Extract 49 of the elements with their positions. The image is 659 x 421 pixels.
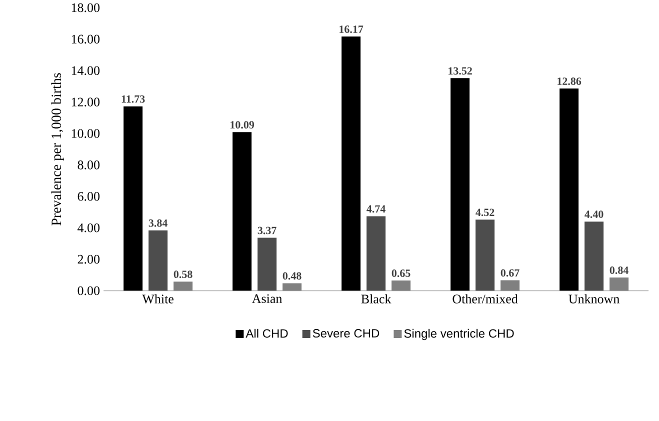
legend-label: Single ventricle CHD	[404, 328, 514, 340]
bar	[610, 277, 629, 291]
y-tick-label: 0.00	[78, 286, 100, 296]
y-tick-label: 10.00	[72, 129, 100, 138]
bar	[392, 280, 411, 291]
y-tick-label: 8.00	[78, 160, 100, 170]
bar	[500, 280, 520, 291]
bar	[232, 132, 252, 291]
y-tick-label: 18.00	[72, 3, 100, 12]
data-label: 13.52	[448, 67, 472, 75]
bar	[476, 220, 495, 291]
data-label: 4.40	[584, 210, 604, 218]
y-tick-label: 16.00	[72, 34, 100, 44]
y-tick-label: 14.00	[72, 66, 100, 75]
bar	[258, 238, 277, 291]
legend-label: Severe CHD	[312, 328, 380, 338]
y-tick-label: 6.00	[78, 192, 100, 201]
bar	[450, 78, 470, 291]
data-label: 0.65	[392, 269, 410, 277]
x-tick-label: Black	[361, 294, 392, 304]
x-tick-label: Asian	[252, 294, 282, 303]
data-label: 3.37	[258, 226, 276, 234]
data-label: 0.67	[500, 269, 520, 277]
y-axis-title: Prevalence per 1,000 births	[51, 73, 64, 226]
bar	[366, 216, 386, 291]
data-label: 16.17	[340, 25, 364, 33]
data-label: 0.58	[174, 270, 192, 278]
x-tick-label: White	[142, 294, 174, 304]
bar	[584, 221, 604, 291]
data-label: 10.09	[230, 121, 254, 128]
bar	[282, 283, 302, 291]
bar	[342, 36, 361, 291]
data-label: 4.52	[476, 208, 494, 216]
data-label: 12.86	[558, 77, 582, 85]
data-label: 4.74	[366, 205, 386, 213]
bar	[560, 88, 579, 291]
x-tick-label: Unknown	[568, 294, 620, 304]
y-tick-label: 12.00	[72, 98, 100, 106]
data-label: 0.84	[610, 266, 628, 274]
data-label: 3.84	[148, 219, 168, 227]
data-label: 11.73	[122, 95, 145, 103]
data-label: 0.48	[282, 272, 302, 280]
y-tick-label: 2.00	[78, 254, 100, 264]
bar	[174, 282, 193, 291]
y-tick-label: 4.00	[78, 223, 100, 232]
x-tick-label: Other/mixed	[452, 294, 518, 304]
bar	[124, 106, 143, 291]
bar	[148, 230, 168, 291]
legend-label: All CHD	[246, 328, 288, 338]
